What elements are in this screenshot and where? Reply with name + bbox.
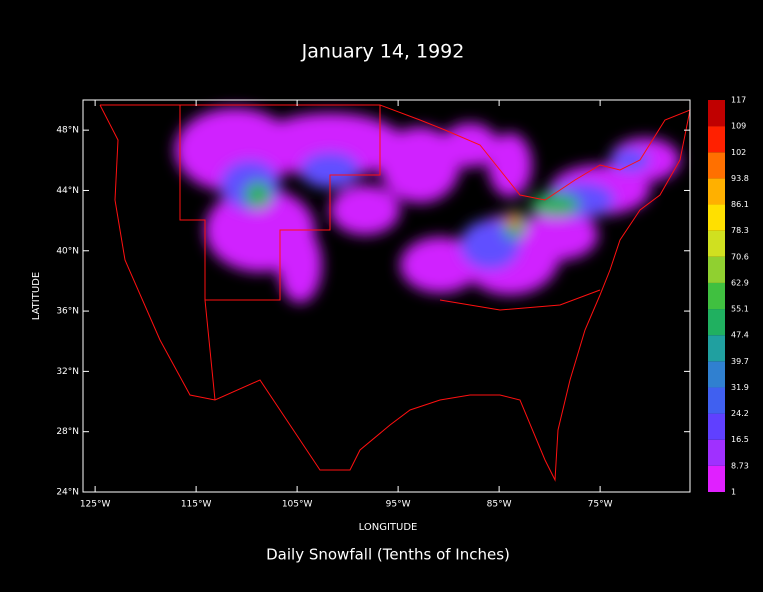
colorbar-label: 70.6 [731,252,749,261]
colorbar-box [708,387,725,414]
colorbar-label: 31.9 [731,383,749,392]
colorbar-label: 16.5 [731,435,749,444]
colorbar-label: 55.1 [731,305,749,314]
colorbar-label: 109 [731,122,746,131]
x-tick-label: 85°W [487,500,512,510]
colorbar-box [708,335,725,362]
colorbar-box [708,178,725,205]
y-axis-label: LATITUDE [31,272,42,320]
y-tick-label: 40°N [56,246,79,256]
colorbar-label: 62.9 [731,278,749,287]
map-frame [82,99,691,493]
colorbar-box [708,361,725,388]
colorbar-label: 93.8 [731,174,749,183]
y-tick-label: 48°N [56,126,79,136]
colorbar-label: 24.2 [731,409,749,418]
colorbar-box [708,465,725,492]
colorbar-box [708,256,725,283]
x-tick-label: 115°W [181,500,212,510]
map-outline [99,104,691,482]
colorbar-box [708,413,725,440]
colorbar-box [708,282,725,310]
x-tick-label: 125°W [80,500,111,510]
colorbar-box [708,152,725,179]
snowfall-field [175,108,680,303]
x-tick-label: 95°W [386,500,411,510]
colorbar-box [708,309,725,336]
colorbar-label: 47.4 [731,331,749,340]
x-axis-label: LONGITUDE [359,522,418,533]
subtitle: Daily Snowfall (Tenths of Inches) [266,546,510,564]
colorbar-label: 8.73 [731,461,749,470]
x-tick-label: 75°W [588,500,613,510]
colorbar-label: 78.3 [731,226,749,235]
colorbar-box [708,230,725,257]
y-tick-label: 44°N [56,186,79,196]
colorbar-label: 102 [731,148,746,157]
colorbar-label: 39.7 [731,357,749,366]
colorbar-label: 117 [731,96,746,105]
y-tick-label: 24°N [56,488,79,498]
y-tick-label: 28°N [56,427,79,437]
colorbar-label: 86.1 [731,200,749,209]
y-tick-label: 36°N [56,307,79,317]
colorbar-box [708,126,725,153]
colorbar-box [708,100,725,127]
colorbar-label: 1 [731,488,736,497]
y-tick-label: 32°N [56,367,79,377]
title: January 14, 1992 [301,41,465,63]
colorbar-box [708,204,725,231]
x-tick-label: 105°W [282,500,313,510]
colorbar-box [708,439,725,466]
